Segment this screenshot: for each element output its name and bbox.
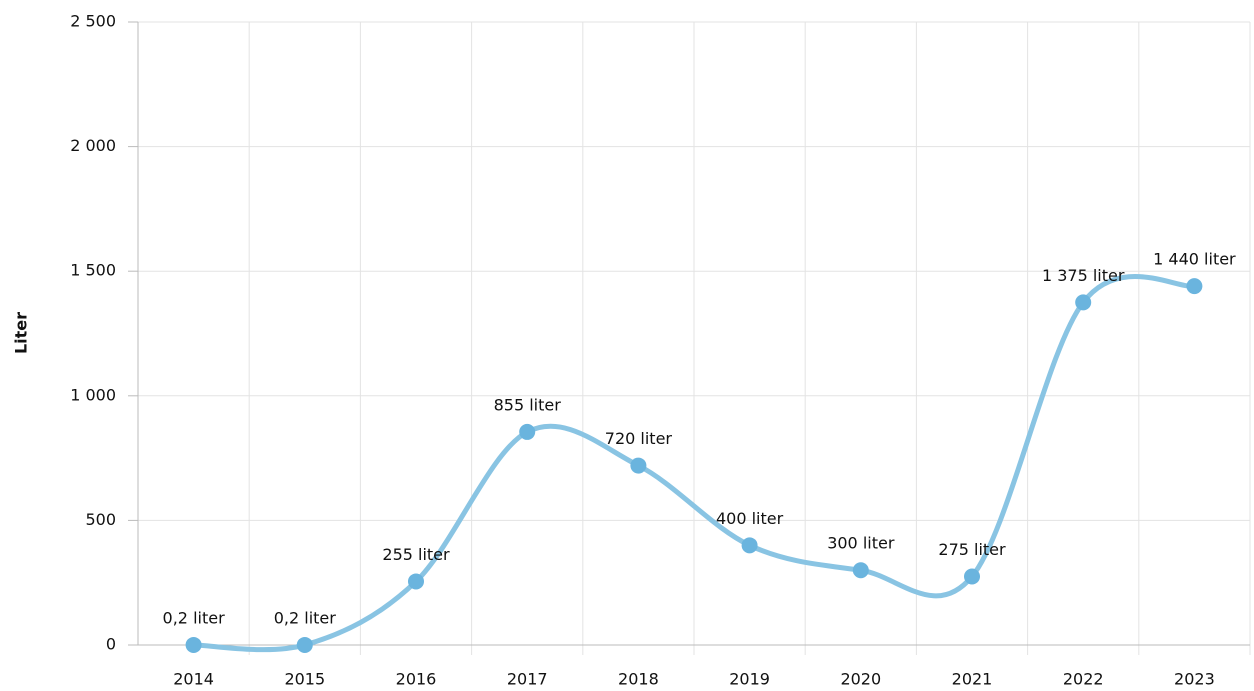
marker — [1186, 278, 1203, 295]
marker — [519, 423, 536, 440]
marker — [185, 636, 202, 653]
data-label: 275 liter — [938, 540, 1006, 559]
marker — [408, 573, 424, 590]
x-tick-label: 2020 — [840, 670, 881, 689]
x-tick-label: 2022 — [1063, 670, 1104, 689]
y-axis-label: Liter — [12, 312, 31, 354]
marker — [852, 562, 869, 579]
y-tick-label: 500 — [85, 510, 116, 529]
marker — [964, 568, 980, 585]
data-label: 855 liter — [494, 395, 562, 414]
x-tick-label: 2023 — [1174, 670, 1215, 689]
marker — [1075, 294, 1092, 311]
y-tick-label: 1 500 — [70, 261, 116, 280]
data-label: 1 440 liter — [1153, 250, 1236, 269]
data-label: 255 liter — [382, 545, 450, 564]
x-tick-label: 2021 — [952, 670, 993, 689]
data-label: 1 375 liter — [1042, 266, 1125, 285]
data-label: 300 liter — [827, 534, 895, 553]
marker — [630, 457, 647, 474]
y-tick-label: 0 — [106, 635, 116, 654]
x-tick-label: 2016 — [396, 670, 437, 689]
x-tick-label: 2015 — [284, 670, 325, 689]
x-tick-label: 2018 — [618, 670, 659, 689]
line — [191, 274, 1197, 653]
data-label: 400 liter — [716, 509, 784, 528]
marker — [741, 537, 758, 554]
data-label: 720 liter — [605, 429, 673, 448]
y-tick-label: 1 000 — [70, 385, 116, 404]
x-tick-label: 2019 — [729, 670, 770, 689]
x-tick-label: 2017 — [507, 670, 548, 689]
y-tick-label: 2 500 — [70, 12, 116, 31]
data-label: 0,2 liter — [274, 608, 337, 627]
y-tick-label: 2 000 — [70, 136, 116, 155]
x-tick-label: 2014 — [173, 670, 214, 689]
data-label: 0,2 liter — [163, 608, 226, 627]
marker — [296, 636, 313, 653]
